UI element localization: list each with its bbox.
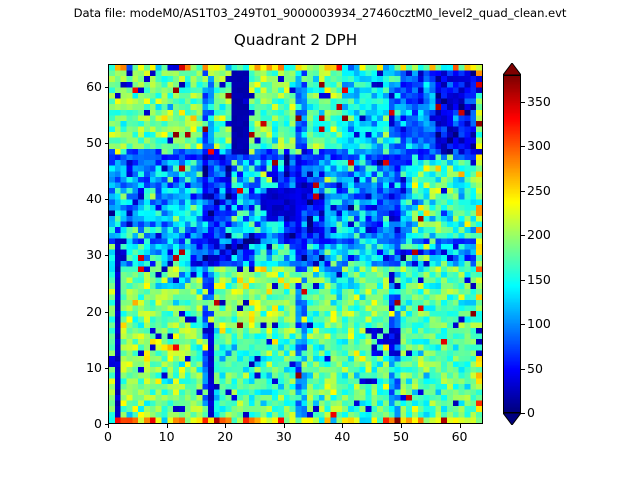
y-tick-label: 20 (86, 303, 102, 319)
colorbar-tick-mark (521, 235, 525, 237)
colorbar-tick-mark (521, 368, 525, 370)
y-tick-label: 60 (86, 78, 102, 94)
x-tick-mark (400, 424, 402, 428)
page-title: Quadrant 2 DPH (233, 31, 358, 49)
colorbar-tick-label: 50 (527, 360, 543, 376)
y-tick-mark (104, 199, 108, 200)
x-tick-mark (342, 424, 344, 428)
colorbar[interactable] (503, 63, 521, 425)
heatmap-axes[interactable] (108, 64, 483, 424)
colorbar-extend-bottom-arrow (503, 413, 521, 425)
colorbar-tick-mark (521, 279, 525, 281)
y-tick-label: 40 (86, 191, 102, 206)
x-tick-label: 60 (451, 429, 468, 444)
y-tick-mark (104, 255, 108, 257)
y-tick-label: 30 (86, 247, 102, 263)
x-tick-mark (459, 424, 461, 428)
y-tick-label: 50 (86, 134, 102, 150)
x-tick-mark (283, 424, 285, 428)
y-tick-mark (104, 424, 108, 425)
colorbar-tick-mark (521, 101, 525, 103)
colorbar-tick-label: 100 (527, 316, 551, 332)
x-tick-label: 0 (104, 429, 112, 444)
y-tick-label: 10 (86, 359, 102, 375)
x-tick-label: 40 (334, 429, 351, 444)
x-tick-label: 20 (217, 429, 234, 444)
x-tick-label: 50 (393, 429, 409, 444)
colorbar-tick-label: 150 (527, 271, 551, 287)
y-tick-label: 0 (94, 416, 102, 431)
colorbar-gradient (503, 75, 521, 413)
x-tick-label: 10 (158, 429, 175, 444)
colorbar-tick-label: 300 (527, 138, 551, 154)
colorbar-tick-label: 200 (527, 227, 551, 243)
y-tick-mark (104, 142, 108, 144)
colorbar-extend-top-arrow (503, 63, 521, 75)
colorbar-tick-mark (521, 413, 525, 414)
heatmap-image[interactable] (109, 65, 482, 423)
colorbar-tick-mark (521, 324, 525, 326)
x-tick-label: 30 (275, 429, 292, 444)
y-tick-mark (104, 367, 108, 369)
colorbar-tick-mark (521, 146, 525, 148)
y-tick-mark (104, 86, 108, 88)
colorbar-gradient-image (504, 76, 520, 412)
x-tick-mark (166, 424, 168, 428)
colorbar-tick-label: 0 (527, 405, 535, 420)
colorbar-tick-mark (521, 190, 525, 192)
x-tick-mark (225, 424, 227, 428)
x-tick-mark (108, 424, 109, 428)
y-tick-mark (104, 311, 108, 313)
data-file-suptitle: Data file: modeM0/AS1T03_249T01_90000039… (73, 6, 567, 20)
colorbar-tick-label: 250 (527, 182, 551, 198)
colorbar-tick-label: 350 (527, 93, 551, 109)
